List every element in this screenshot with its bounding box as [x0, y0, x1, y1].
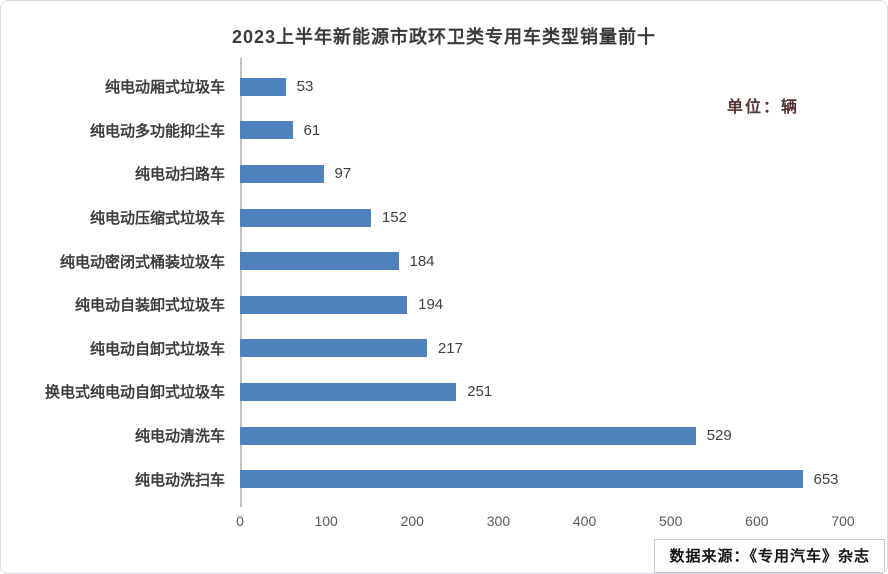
- data-source-label: 数据来源：《专用汽车》杂志: [654, 539, 885, 573]
- bar-row: 纯电动自卸式垃圾车 217: [13, 327, 843, 371]
- category-label: 纯电动自装卸式垃圾车: [74, 297, 225, 315]
- bar-row: 纯电动清洗车 529: [13, 414, 843, 458]
- bar: [240, 426, 696, 445]
- x-tick-label: 300: [486, 513, 511, 529]
- bar-rows: 纯电动厢式垃圾车 53 纯电动多功能抑尘车 61 纯电动扫路车 97 纯电动压缩式垃圾车 15…: [13, 65, 843, 501]
- bar: [240, 382, 457, 401]
- bar-row: 纯电动扫路车 97: [13, 152, 843, 196]
- value-label: 53: [296, 78, 314, 96]
- bar: [240, 252, 399, 271]
- bar-row: 纯电动多功能抑尘车 61: [13, 109, 843, 153]
- bar-track: 194: [240, 283, 843, 327]
- category-label: 纯电动清洗车: [134, 428, 225, 446]
- bar: [240, 339, 427, 358]
- bar: [240, 164, 324, 183]
- unit-label: 单位：辆: [726, 99, 799, 116]
- x-tick-label: 600: [745, 513, 769, 529]
- bar-row: 纯电动厢式垃圾车 53: [13, 65, 843, 109]
- x-tick-label: 500: [659, 513, 683, 529]
- value-label: 653: [813, 470, 839, 488]
- category-label: 纯电动洗扫车: [134, 471, 225, 489]
- category-label: 纯电动压缩式垃圾车: [89, 210, 225, 228]
- bar: [240, 208, 371, 227]
- bar-track: 529: [240, 414, 843, 458]
- bar-row: 纯电动自装卸式垃圾车 194: [13, 283, 843, 327]
- bar-track: 61: [240, 109, 843, 153]
- category-label: 纯电动扫路车: [134, 166, 225, 184]
- category-label: 纯电动自卸式垃圾车: [89, 340, 225, 358]
- value-label: 61: [303, 121, 321, 139]
- value-label: 194: [418, 296, 444, 314]
- bar-row: 纯电动密闭式桶装垃圾车 184: [13, 239, 843, 283]
- bar: [240, 470, 803, 489]
- category-label: 纯电动厢式垃圾车: [104, 79, 225, 97]
- value-label: 97: [334, 165, 352, 183]
- x-axis-ticks: 0 100 200 300 400 500 600 700: [236, 513, 855, 533]
- bar-track: 653: [240, 457, 843, 501]
- bar-row: 换电式纯电动自卸式垃圾车 251: [13, 370, 843, 414]
- bar-track: 217: [240, 327, 843, 371]
- bar-track: 152: [240, 196, 843, 240]
- bar: [240, 77, 286, 96]
- value-label: 184: [409, 252, 435, 270]
- bar-row: 纯电动洗扫车 653: [13, 457, 843, 501]
- x-tick-label: 400: [572, 513, 597, 529]
- bar: [240, 121, 293, 140]
- bar-track: 97: [240, 152, 843, 196]
- x-tick-label: 200: [400, 513, 424, 529]
- category-label: 纯电动密闭式桶装垃圾车: [59, 253, 225, 271]
- value-label: 529: [706, 427, 732, 445]
- category-label: 换电式纯电动自卸式垃圾车: [44, 384, 225, 402]
- x-tick-label: 0: [236, 513, 244, 529]
- bar: [240, 295, 408, 314]
- bar-row: 纯电动压缩式垃圾车 152: [13, 196, 843, 240]
- bar-track: 184: [240, 239, 843, 283]
- chart-title: 2023上半年新能源市政环卫类专用车类型销量前十: [231, 27, 657, 47]
- value-label: 217: [437, 339, 463, 357]
- bar-track: 53: [240, 65, 843, 109]
- x-tick-label: 700: [831, 513, 855, 529]
- value-label: 251: [467, 383, 493, 401]
- x-tick-label: 100: [314, 513, 338, 529]
- bar-track: 251: [240, 370, 843, 414]
- category-label: 纯电动多功能抑尘车: [89, 122, 225, 140]
- value-label: 152: [381, 209, 407, 227]
- y-axis-line: [240, 58, 242, 507]
